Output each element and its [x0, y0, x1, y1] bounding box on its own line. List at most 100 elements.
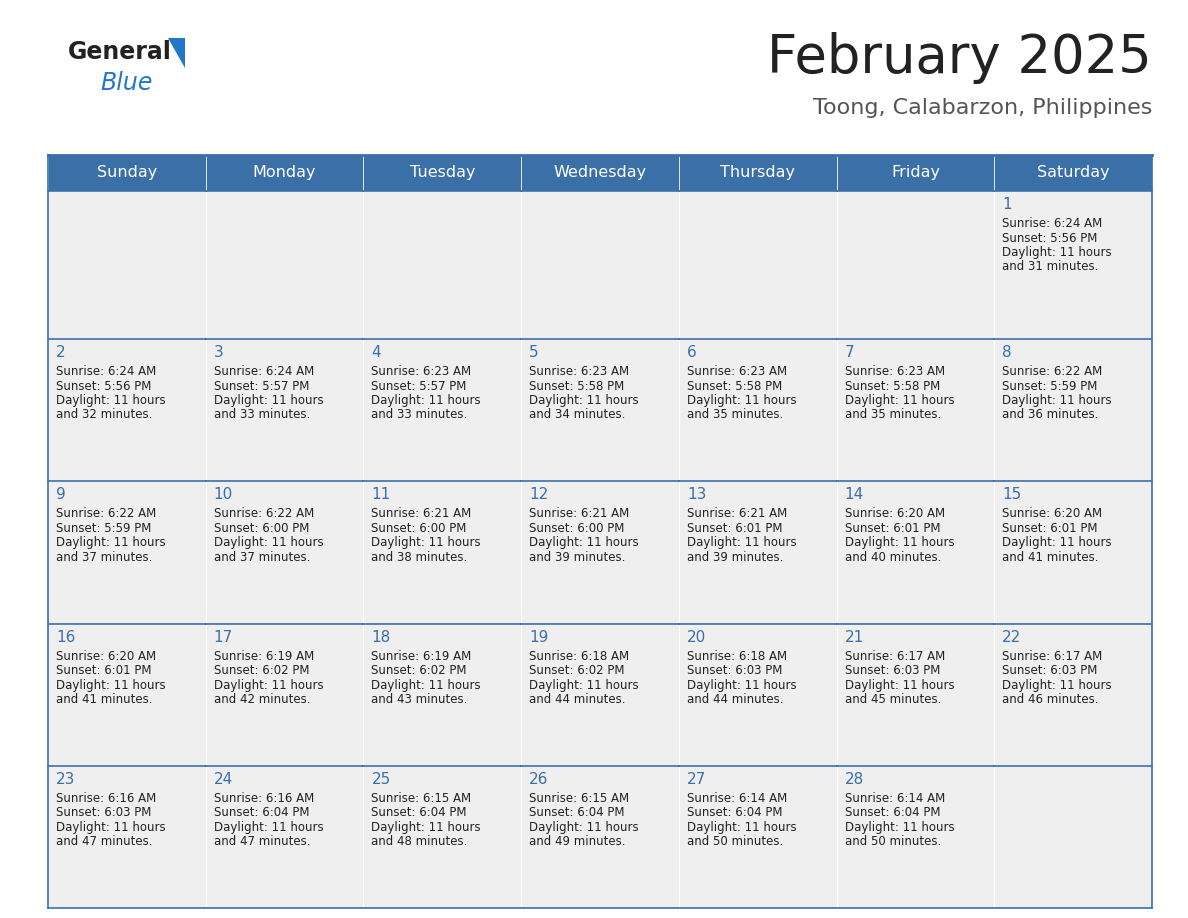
Text: 6: 6 — [687, 345, 696, 360]
Text: Sunrise: 6:20 AM: Sunrise: 6:20 AM — [1003, 508, 1102, 521]
Text: 16: 16 — [56, 630, 75, 644]
Text: Monday: Monday — [253, 165, 316, 181]
Text: Wednesday: Wednesday — [554, 165, 646, 181]
Text: Sunset: 6:00 PM: Sunset: 6:00 PM — [372, 521, 467, 535]
Bar — [522, 481, 678, 623]
Text: Sunset: 6:03 PM: Sunset: 6:03 PM — [845, 664, 940, 677]
Text: Sunset: 5:57 PM: Sunset: 5:57 PM — [372, 379, 467, 393]
Text: and 48 minutes.: and 48 minutes. — [372, 835, 468, 848]
Text: Sunrise: 6:23 AM: Sunrise: 6:23 AM — [687, 365, 786, 378]
Text: Daylight: 11 hours: Daylight: 11 hours — [1003, 536, 1112, 549]
Text: Daylight: 11 hours: Daylight: 11 hours — [372, 536, 481, 549]
Bar — [206, 155, 364, 191]
Text: Sunset: 6:01 PM: Sunset: 6:01 PM — [687, 521, 783, 535]
Text: and 37 minutes.: and 37 minutes. — [56, 551, 152, 564]
Text: Sunset: 6:01 PM: Sunset: 6:01 PM — [1003, 521, 1098, 535]
Text: 13: 13 — [687, 487, 706, 502]
Text: and 44 minutes.: and 44 minutes. — [529, 693, 626, 706]
Text: Sunset: 6:04 PM: Sunset: 6:04 PM — [529, 806, 625, 819]
Text: Sunrise: 6:23 AM: Sunrise: 6:23 AM — [845, 365, 944, 378]
Bar — [48, 481, 206, 623]
Text: Sunrise: 6:23 AM: Sunrise: 6:23 AM — [372, 365, 472, 378]
Text: Daylight: 11 hours: Daylight: 11 hours — [214, 536, 323, 549]
Bar — [364, 155, 522, 191]
Text: and 39 minutes.: and 39 minutes. — [687, 551, 783, 564]
Text: Sunset: 5:57 PM: Sunset: 5:57 PM — [214, 379, 309, 393]
Text: Daylight: 11 hours: Daylight: 11 hours — [687, 821, 796, 834]
Bar — [48, 155, 206, 191]
Text: Saturday: Saturday — [1037, 165, 1110, 181]
Text: and 42 minutes.: and 42 minutes. — [214, 693, 310, 706]
Text: Sunrise: 6:24 AM: Sunrise: 6:24 AM — [1003, 217, 1102, 230]
Bar — [994, 623, 1152, 766]
Text: Daylight: 11 hours: Daylight: 11 hours — [845, 536, 954, 549]
Text: Sunset: 6:02 PM: Sunset: 6:02 PM — [529, 664, 625, 677]
Text: Sunset: 5:56 PM: Sunset: 5:56 PM — [1003, 231, 1098, 244]
Bar — [522, 191, 678, 339]
Text: and 40 minutes.: and 40 minutes. — [845, 551, 941, 564]
Text: 17: 17 — [214, 630, 233, 644]
Text: 20: 20 — [687, 630, 706, 644]
Text: 19: 19 — [529, 630, 549, 644]
Bar — [206, 623, 364, 766]
Text: Sunrise: 6:22 AM: Sunrise: 6:22 AM — [1003, 365, 1102, 378]
Text: Sunrise: 6:15 AM: Sunrise: 6:15 AM — [372, 791, 472, 805]
Bar — [48, 191, 206, 339]
Text: 5: 5 — [529, 345, 539, 360]
Text: Daylight: 11 hours: Daylight: 11 hours — [845, 394, 954, 407]
Text: Sunset: 6:02 PM: Sunset: 6:02 PM — [372, 664, 467, 677]
Bar — [364, 766, 522, 908]
Bar — [48, 623, 206, 766]
Bar — [836, 339, 994, 481]
Text: and 49 minutes.: and 49 minutes. — [529, 835, 626, 848]
Text: and 34 minutes.: and 34 minutes. — [529, 409, 626, 421]
Bar — [522, 339, 678, 481]
Text: and 38 minutes.: and 38 minutes. — [372, 551, 468, 564]
Text: Sunset: 6:00 PM: Sunset: 6:00 PM — [529, 521, 625, 535]
Bar — [678, 766, 836, 908]
Text: Daylight: 11 hours: Daylight: 11 hours — [1003, 246, 1112, 259]
Text: General: General — [68, 40, 172, 64]
Text: and 46 minutes.: and 46 minutes. — [1003, 693, 1099, 706]
Text: and 31 minutes.: and 31 minutes. — [1003, 261, 1099, 274]
Text: 15: 15 — [1003, 487, 1022, 502]
Text: Sunset: 6:02 PM: Sunset: 6:02 PM — [214, 664, 309, 677]
Bar — [522, 155, 678, 191]
Text: Sunset: 5:58 PM: Sunset: 5:58 PM — [529, 379, 625, 393]
Text: Daylight: 11 hours: Daylight: 11 hours — [687, 678, 796, 691]
Text: Sunset: 6:01 PM: Sunset: 6:01 PM — [845, 521, 940, 535]
Text: 3: 3 — [214, 345, 223, 360]
Text: Sunset: 5:58 PM: Sunset: 5:58 PM — [687, 379, 782, 393]
Bar — [994, 339, 1152, 481]
Text: Friday: Friday — [891, 165, 940, 181]
Text: 25: 25 — [372, 772, 391, 787]
Bar — [836, 481, 994, 623]
Text: 27: 27 — [687, 772, 706, 787]
Bar — [364, 339, 522, 481]
Bar — [678, 155, 836, 191]
Text: and 32 minutes.: and 32 minutes. — [56, 409, 152, 421]
Text: 14: 14 — [845, 487, 864, 502]
Text: Blue: Blue — [100, 71, 152, 95]
Text: 9: 9 — [56, 487, 65, 502]
Text: 22: 22 — [1003, 630, 1022, 644]
Text: Sunrise: 6:20 AM: Sunrise: 6:20 AM — [845, 508, 944, 521]
Text: Sunset: 6:04 PM: Sunset: 6:04 PM — [845, 806, 940, 819]
Bar — [48, 339, 206, 481]
Bar — [48, 766, 206, 908]
Text: Daylight: 11 hours: Daylight: 11 hours — [529, 678, 639, 691]
Text: Sunday: Sunday — [96, 165, 157, 181]
Bar — [364, 623, 522, 766]
Text: Sunrise: 6:21 AM: Sunrise: 6:21 AM — [529, 508, 630, 521]
Text: Sunrise: 6:21 AM: Sunrise: 6:21 AM — [687, 508, 788, 521]
Bar — [678, 481, 836, 623]
Text: Sunrise: 6:16 AM: Sunrise: 6:16 AM — [56, 791, 157, 805]
Text: Sunrise: 6:17 AM: Sunrise: 6:17 AM — [845, 650, 944, 663]
Text: Sunrise: 6:23 AM: Sunrise: 6:23 AM — [529, 365, 630, 378]
Text: Sunrise: 6:16 AM: Sunrise: 6:16 AM — [214, 791, 314, 805]
Bar — [522, 766, 678, 908]
Text: Daylight: 11 hours: Daylight: 11 hours — [372, 678, 481, 691]
Text: Sunset: 5:56 PM: Sunset: 5:56 PM — [56, 379, 151, 393]
Text: and 39 minutes.: and 39 minutes. — [529, 551, 626, 564]
Bar — [364, 191, 522, 339]
